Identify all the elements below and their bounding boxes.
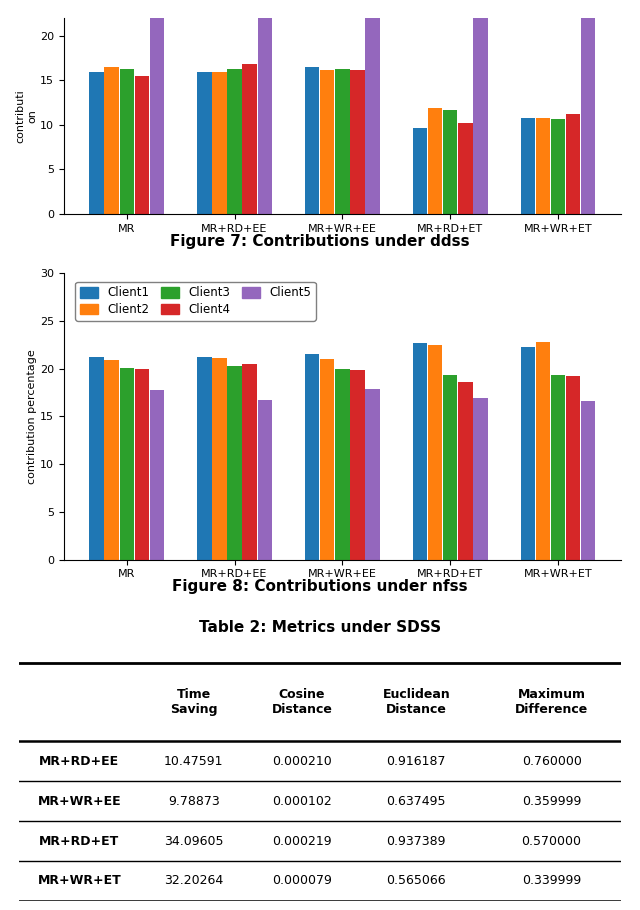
Text: Table 2: Metrics under SDSS: Table 2: Metrics under SDSS [199, 621, 441, 635]
Text: 0.937389: 0.937389 [387, 834, 446, 847]
Bar [305, 67, 319, 214]
Bar [197, 357, 211, 560]
Bar [566, 115, 580, 214]
Text: 0.760000: 0.760000 [522, 754, 582, 768]
Bar [413, 343, 428, 560]
Text: 34.09605: 34.09605 [164, 834, 223, 847]
Bar [150, 0, 164, 214]
Text: MR+WR+ET: MR+WR+ET [38, 875, 121, 887]
Text: Figure 7: Contributions under ddss: Figure 7: Contributions under ddss [170, 234, 470, 248]
Text: 0.359999: 0.359999 [522, 794, 581, 807]
Bar [551, 118, 565, 214]
Bar [335, 69, 349, 214]
Text: 32.20264: 32.20264 [164, 875, 223, 887]
Bar [90, 357, 104, 560]
Bar [350, 370, 365, 560]
Text: 0.570000: 0.570000 [522, 834, 582, 847]
Bar [350, 70, 365, 214]
Bar [227, 69, 242, 214]
Bar [474, 0, 488, 214]
Bar [443, 375, 458, 560]
Text: 0.339999: 0.339999 [522, 875, 581, 887]
Bar [365, 389, 380, 560]
Bar [134, 369, 149, 560]
Bar [104, 67, 119, 214]
Text: Figure 8: Contributions under nfss: Figure 8: Contributions under nfss [172, 580, 468, 594]
Text: Time
Saving: Time Saving [170, 688, 218, 716]
Text: 0.000219: 0.000219 [272, 834, 332, 847]
Bar [243, 65, 257, 214]
Bar [227, 366, 242, 560]
Bar [120, 69, 134, 214]
Text: Euclidean
Distance: Euclidean Distance [382, 688, 450, 716]
Bar [458, 123, 472, 214]
Bar [521, 347, 535, 560]
Text: 9.78873: 9.78873 [168, 794, 220, 807]
Bar [197, 72, 211, 214]
Bar [581, 401, 595, 560]
Bar [150, 389, 164, 560]
Bar [257, 0, 272, 214]
Text: Cosine
Distance: Cosine Distance [271, 688, 332, 716]
Text: 10.47591: 10.47591 [164, 754, 223, 768]
Bar [536, 342, 550, 560]
Bar [120, 368, 134, 560]
Bar [581, 0, 595, 214]
Bar [320, 359, 335, 560]
Bar [257, 400, 272, 560]
Bar [413, 127, 428, 214]
Bar [365, 0, 380, 214]
Bar [566, 376, 580, 560]
Text: 0.565066: 0.565066 [387, 875, 446, 887]
Text: Maximum
Difference: Maximum Difference [515, 688, 588, 716]
Bar [305, 354, 319, 560]
Legend: Client1, Client2, Client3, Client4, Client5: Client1, Client2, Client3, Client4, Clie… [76, 282, 316, 320]
Text: MR+RD+ET: MR+RD+ET [39, 834, 120, 847]
Bar [320, 70, 335, 214]
Y-axis label: contribution percentage: contribution percentage [28, 349, 37, 484]
Bar [335, 369, 349, 560]
Text: 0.916187: 0.916187 [387, 754, 446, 768]
Bar [90, 72, 104, 214]
Text: MR+WR+EE: MR+WR+EE [38, 794, 121, 807]
Text: 0.000210: 0.000210 [272, 754, 332, 768]
Bar [104, 360, 119, 560]
Text: 0.637495: 0.637495 [387, 794, 446, 807]
Bar [474, 399, 488, 560]
Text: MR+RD+EE: MR+RD+EE [39, 754, 120, 768]
Text: 0.000102: 0.000102 [272, 794, 332, 807]
Bar [243, 364, 257, 560]
Bar [212, 72, 227, 214]
Bar [521, 117, 535, 214]
Bar [536, 117, 550, 214]
Y-axis label: contributi
on: contributi on [16, 89, 37, 143]
Bar [428, 345, 442, 560]
Bar [458, 382, 472, 560]
Text: 0.000079: 0.000079 [272, 875, 332, 887]
Bar [134, 76, 149, 214]
Bar [212, 358, 227, 560]
Bar [443, 110, 458, 214]
Bar [551, 375, 565, 560]
Bar [428, 108, 442, 214]
